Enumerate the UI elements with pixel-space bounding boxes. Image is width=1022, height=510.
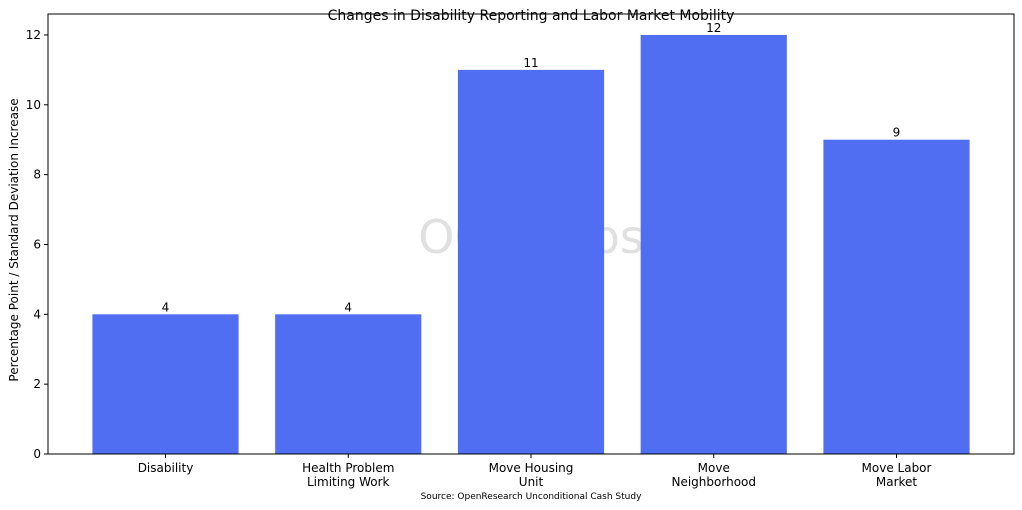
x-tick-label: Move Housing Unit	[489, 461, 574, 489]
bar	[640, 34, 787, 454]
data-label: 9	[893, 126, 901, 140]
y-tick-label: 8	[33, 168, 41, 182]
x-tick-label: Move Labor Market	[862, 461, 932, 489]
data-label: 12	[706, 21, 721, 35]
bar	[823, 139, 970, 454]
y-axis-ticks: 0 2 4 6 8 10 12	[26, 28, 48, 461]
y-tick-label: 10	[26, 98, 41, 112]
bars-group	[92, 34, 970, 455]
plot-frame	[47, 13, 1015, 455]
y-tick-label: 0	[33, 447, 41, 461]
data-label: 4	[162, 300, 170, 314]
bar	[457, 69, 605, 455]
x-axis-ticks: Disability Health Problem Limiting Work Mov…	[138, 454, 932, 489]
y-axis-label: Percentage Point / Standard Deviation In…	[7, 98, 21, 381]
x-tick-label: Disability	[138, 461, 194, 475]
data-labels-group: 4 4 11 12 9	[162, 21, 901, 314]
data-label: 11	[523, 56, 538, 70]
data-label: 4	[344, 300, 352, 314]
y-tick-label: 4	[33, 307, 41, 321]
y-tick-label: 2	[33, 377, 41, 391]
bar	[275, 314, 422, 454]
chart-title: Changes in Disability Reporting and Labo…	[328, 8, 735, 24]
y-tick-label: 12	[26, 28, 41, 42]
x-tick-label: Move Neighborhood	[671, 461, 756, 489]
x-tick-label: Health Problem Limiting Work	[302, 461, 394, 489]
bar	[92, 314, 239, 454]
source-note: Source: OpenResearch Unconditional Cash …	[421, 492, 642, 502]
y-tick-label: 6	[33, 237, 41, 251]
